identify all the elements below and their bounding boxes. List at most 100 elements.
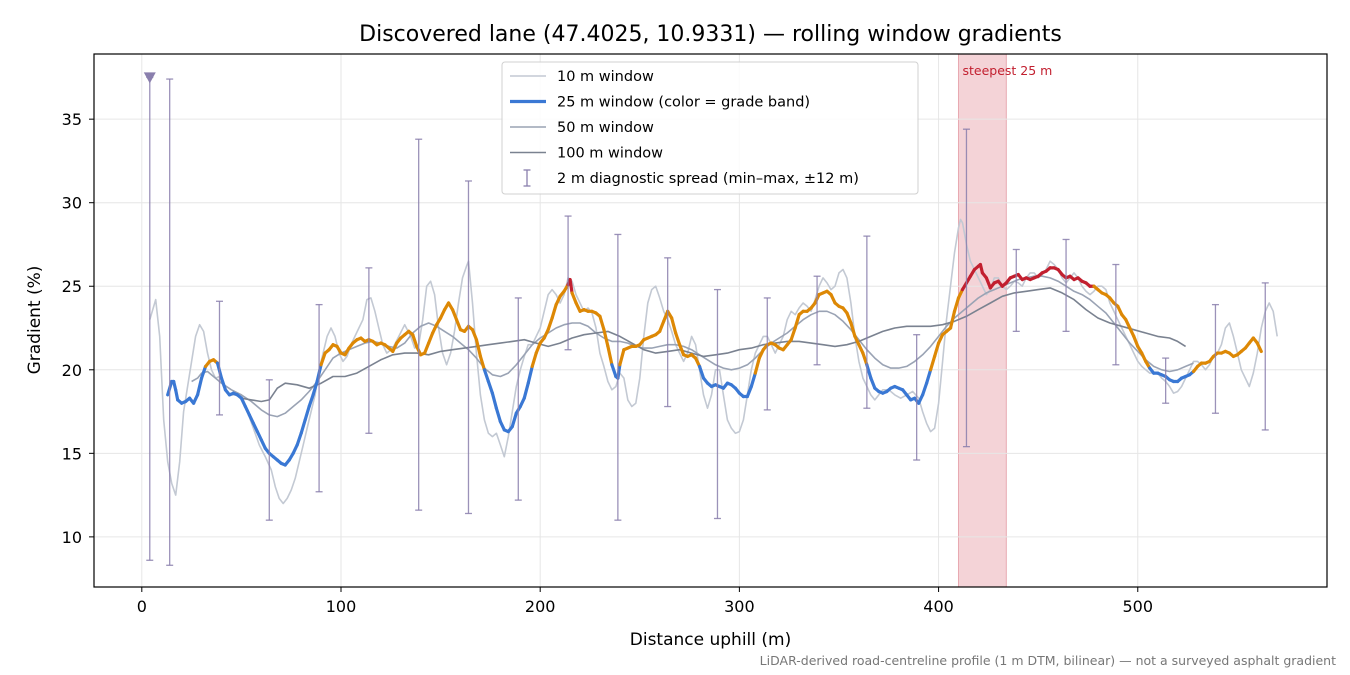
series-25m-segment [845,311,853,325]
series-25m-segment [789,326,797,342]
series-25m-segment [1132,334,1140,348]
y-tick-label: 35 [62,110,82,129]
series-25m-segment [530,351,538,369]
y-tick-label: 15 [62,444,82,463]
series-25m-segment [411,333,419,348]
series-25m-segment [952,296,961,313]
series-25m-segment [948,309,957,330]
series-25m-segment [849,321,857,338]
series-25m-segment [929,354,937,372]
plot-frame [93,53,1328,588]
series-25m-segment [450,308,459,322]
series-25m-segment [490,391,498,410]
series-25m-segment [494,406,502,424]
legend: 10 m window 25 m window (color = grade ba… [501,61,919,195]
series-25m-segment [745,384,753,399]
series-25m-segment [319,351,327,367]
series-25m-segment [753,356,761,375]
series-25m-segment [174,388,180,402]
series-25m-segment [602,328,610,348]
series-25m-segment [568,277,574,295]
plot-area: steepest 25 m [94,53,1327,588]
series-25m-segment [199,364,208,380]
y-tick-label: 25 [62,277,82,296]
series-25m-segment [311,379,319,397]
y-tick-label: 10 [62,528,82,547]
legend-label: 2 m diagnostic spread (min–max, ±12 m) [557,171,859,187]
series-25m-segment [865,363,873,380]
series-25m-segment [427,331,435,345]
series-25m-segment [869,376,877,390]
series-25m-segment [793,313,801,330]
y-tick-label: 20 [62,361,82,380]
series-25m-segment [195,376,204,397]
series-25m-segment [697,364,706,380]
series-25m-segment [534,341,542,355]
series-25m-segment [295,431,303,447]
legend-item: 10 m window [510,69,654,85]
x-tick-label: 400 [923,597,954,616]
series-25m-segment [932,341,941,359]
outlier-triangle [143,72,156,84]
legend-item: 2 m diagnostic spread (min–max, ±12 m) [523,169,859,187]
legend-label: 50 m window [557,120,654,136]
series-25m-segment [618,348,626,367]
legend-label: 100 m window [557,146,663,162]
x-tick-label: 100 [326,597,357,616]
legend-item: 25 m window (color = grade band) [510,95,810,111]
series-25m-segment [861,351,869,367]
x-tick-label: 200 [525,597,556,616]
footnote: LiDAR-derived road-centreline profile (1… [760,653,1336,668]
series-25m-segment [1255,341,1263,354]
series-25m-segment [486,379,494,395]
x-axis-label: Distance uphill (m) [630,630,791,650]
series-25m-segment [658,319,666,333]
series-25m-segment [749,371,757,389]
series-25m-segment [299,418,307,435]
series-25m-segment [478,354,487,372]
x-tick-label: 500 [1122,597,1153,616]
series-25m-segment [482,368,491,384]
chart-title: Discovered lane (47.4025, 10.9331) — rol… [359,22,1062,47]
x-tick-label: 300 [724,597,755,616]
series-25m-segment [678,343,686,357]
series-25m-segment [303,404,311,422]
steepest-band-label: steepest 25 m [962,63,1052,78]
outlier-marker [143,72,156,84]
series-50m-line [191,275,1194,418]
series-25m-segment [925,368,933,385]
legend-item: 100 m window [510,146,663,162]
series-25m-segment [606,344,614,367]
steepest-band-rect [957,53,1007,588]
series-25m-segment [674,331,682,347]
y-axis-label: Gradient (%) [25,266,45,375]
series-50m-window [191,275,1194,418]
series-25m-segment [474,338,483,359]
series-25m-segment [921,381,929,397]
y-axis-ticks: 10 15 20 25 30 35 [62,110,94,547]
series-25m-segment [598,314,606,332]
series-25m-segment [470,328,479,342]
series-25m-segment [570,291,578,305]
series-100m-line [241,287,1187,403]
series-25m-segment [510,411,518,429]
x-tick-label: 0 [137,597,147,616]
series-25m-segment [307,393,315,409]
series-100m-window [241,287,1187,403]
legend-label: 10 m window [557,69,654,85]
series-25m-segment [219,376,228,392]
steepest-section-band: steepest 25 m [957,53,1052,588]
series-25m-segment [526,364,534,385]
series-25m-segment [670,316,678,335]
series-25m-segment [550,303,558,320]
x-axis-ticks: 0 100 200 300 400 500 [137,587,1153,616]
legend-label: 25 m window (color = grade band) [557,95,810,111]
legend-box [501,61,919,195]
series-25m-segment [454,318,463,332]
series-25m-segment [423,341,431,355]
series-25m-segment [522,381,530,400]
series-25m-segment [610,363,618,379]
series-25m-segment [546,316,554,332]
legend-item: 50 m window [510,120,654,136]
